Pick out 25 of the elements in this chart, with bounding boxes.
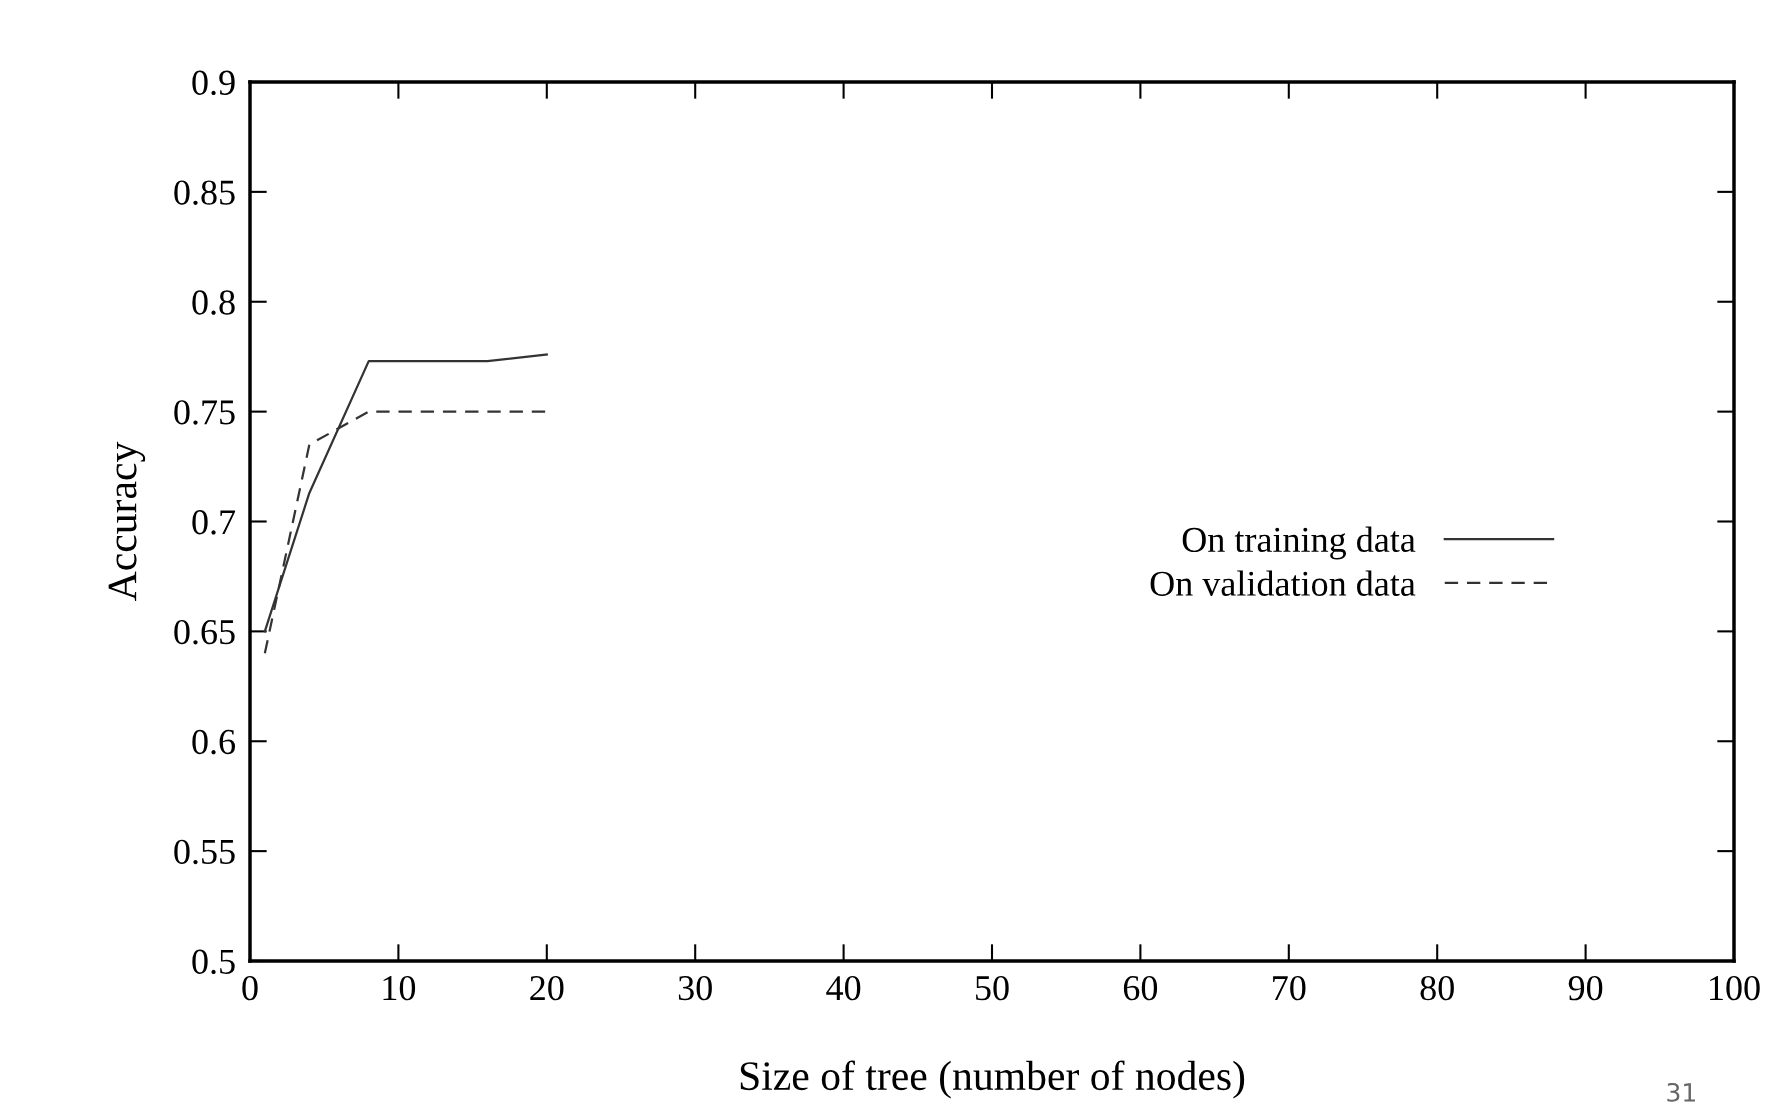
x-axis-title: Size of tree (number of nodes) (740, 1060, 1245, 1099)
y-axis-title: Accuracy (108, 441, 146, 601)
y-tick-label: 0.6 (192, 729, 236, 755)
x-tick-label: 20 (530, 975, 564, 1001)
x-tick-label: 80 (1420, 975, 1454, 1001)
y-tick-label: 0.85 (174, 180, 235, 205)
y-tick-label: 0.5 (192, 949, 235, 975)
legend-label: On training data (1182, 526, 1416, 560)
x-tick-label: 10 (383, 975, 416, 1001)
x-tick-label: 60 (1123, 975, 1158, 1001)
y-tick-label: 0.75 (174, 400, 235, 425)
x-tick-label: 50 (976, 975, 1009, 1001)
legend-label: On validation data (1150, 570, 1416, 596)
x-tick-label: 30 (678, 975, 712, 1001)
y-tick-label: 0.7 (192, 510, 236, 535)
y-tick-label: 0.55 (174, 839, 235, 865)
x-tick-label: 90 (1568, 975, 1603, 1001)
y-tick-label: 0.8 (192, 290, 235, 315)
x-tick-label: 0 (242, 975, 258, 1001)
x-tick-label: 70 (1273, 975, 1306, 1001)
text: 31 (1667, 1082, 1695, 1102)
y-tick-label: 0.65 (174, 619, 235, 645)
x-tick-label: 40 (826, 975, 861, 1001)
y-tick-label: 0.9 (192, 70, 235, 96)
x-tick-label: 100 (1710, 975, 1760, 1001)
